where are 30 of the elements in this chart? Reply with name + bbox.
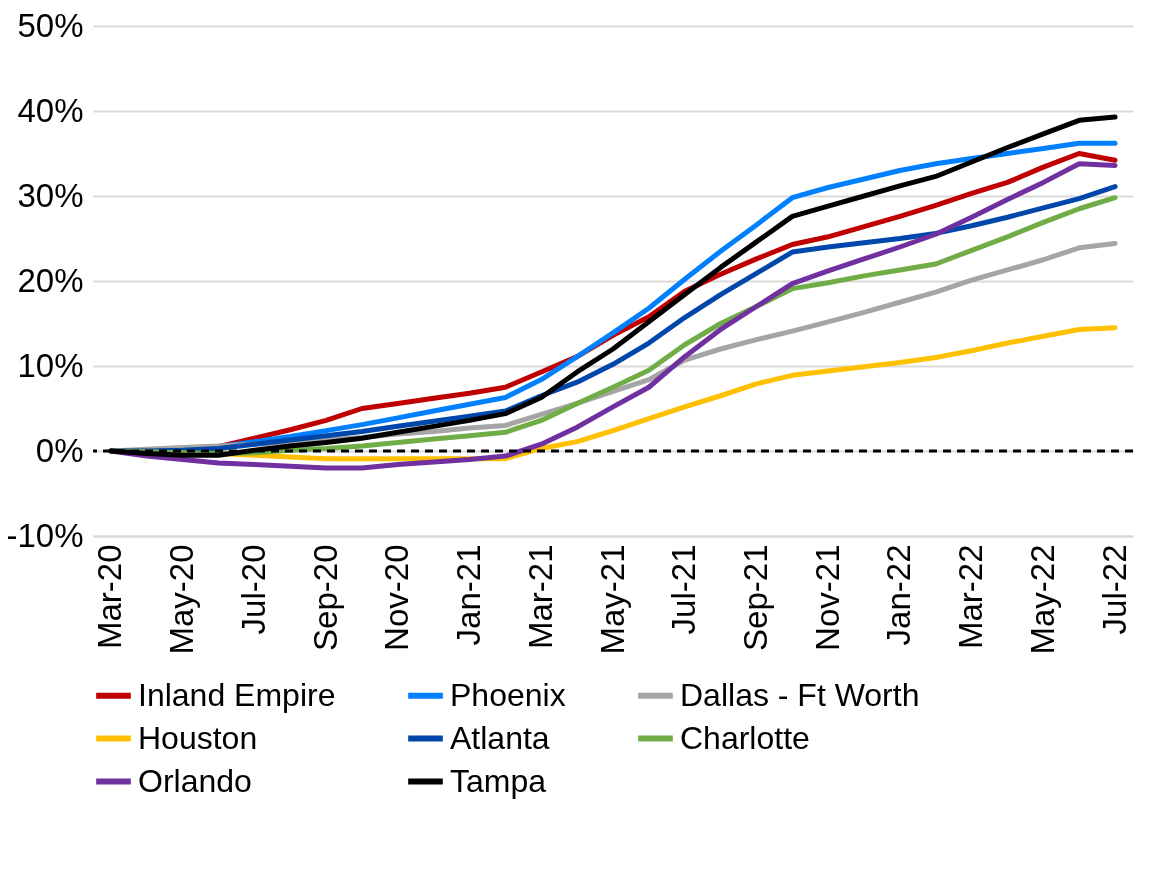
legend-label: Inland Empire [138, 676, 336, 713]
legend-label: Houston [138, 719, 258, 756]
x-tick-label: May-20 [163, 544, 201, 655]
y-tick-label: 0% [35, 431, 84, 469]
legend-label: Dallas - Ft Worth [680, 676, 920, 713]
x-tick-label: May-22 [1023, 544, 1061, 655]
y-tick-label: 10% [17, 346, 84, 384]
y-tick-label: 20% [17, 261, 84, 299]
x-tick-label: Jul-20 [234, 544, 272, 635]
legend-label: Charlotte [680, 719, 810, 756]
legend-label: Tampa [450, 762, 547, 799]
x-tick-label: Nov-21 [808, 544, 846, 651]
legend-label: Atlanta [450, 719, 550, 756]
x-tick-label: Mar-21 [521, 544, 559, 650]
y-tick-label: -10% [6, 516, 84, 554]
y-tick-label: 30% [17, 176, 84, 214]
x-tick-label: May-21 [593, 544, 631, 655]
y-tick-label: 50% [17, 6, 84, 44]
x-tick-label: Jan-22 [880, 544, 918, 646]
legend-label: Orlando [138, 762, 252, 799]
x-tick-label: Jul-21 [665, 544, 703, 635]
x-tick-label: Mar-20 [91, 544, 129, 650]
x-tick-label: Nov-20 [378, 544, 416, 651]
legend-label: Phoenix [450, 676, 566, 713]
x-tick-label: Mar-22 [952, 544, 990, 650]
x-tick-label: Sep-20 [306, 544, 344, 651]
x-tick-label: Jan-21 [450, 544, 488, 646]
x-tick-label: Sep-21 [736, 544, 774, 651]
x-tick-label: Jul-22 [1095, 544, 1133, 635]
y-tick-label: 40% [17, 91, 84, 129]
